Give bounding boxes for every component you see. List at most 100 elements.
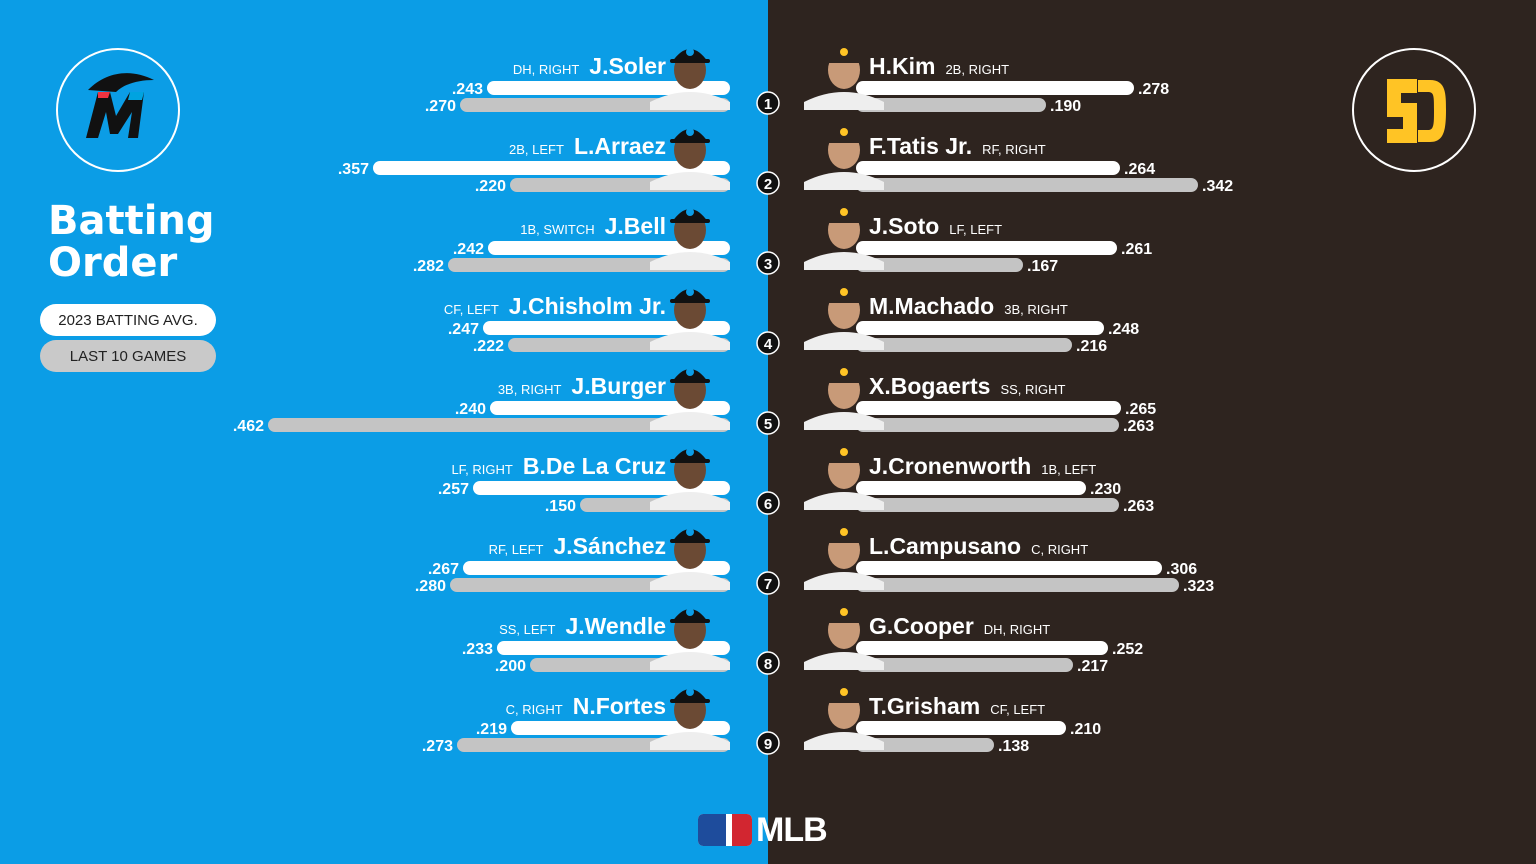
last10-bar xyxy=(856,498,1119,512)
season-avg-label: .230 xyxy=(1090,481,1121,498)
season-avg-bar xyxy=(483,321,730,335)
season-avg-bar xyxy=(856,401,1121,415)
season-avg-bar xyxy=(856,641,1108,655)
player-position: RF, RIGHT xyxy=(982,142,1046,157)
player-name: B.De La Cruz xyxy=(523,453,666,479)
player-headshot xyxy=(804,688,884,750)
season-avg-bar xyxy=(488,241,730,255)
last10-bar xyxy=(856,338,1072,352)
player-position: CF, LEFT xyxy=(990,702,1045,717)
season-avg-bar xyxy=(856,561,1162,575)
player-position: C, RIGHT xyxy=(506,702,563,717)
last10-label: .263 xyxy=(1123,498,1154,515)
player-name: N.Fortes xyxy=(573,693,666,719)
season-avg-label: .243 xyxy=(452,81,483,98)
player-headshot xyxy=(650,208,730,270)
player-name: J.Wendle xyxy=(565,613,666,639)
season-avg-label: .252 xyxy=(1112,641,1143,658)
season-avg-bar xyxy=(497,641,730,655)
player-name: L.Campusano xyxy=(869,533,1021,559)
season-avg-label: .261 xyxy=(1121,241,1152,258)
player-headshot xyxy=(804,288,884,350)
last10-label: .217 xyxy=(1077,658,1108,675)
player-headshot xyxy=(650,48,730,110)
season-avg-label: .267 xyxy=(428,561,459,578)
order-number-badge xyxy=(756,411,780,435)
order-number-badge xyxy=(756,331,780,355)
season-avg-label: .257 xyxy=(438,481,469,498)
season-avg-label: .210 xyxy=(1070,721,1101,738)
season-avg-bar xyxy=(511,721,730,735)
order-number-badge xyxy=(756,571,780,595)
last10-label: .138 xyxy=(998,738,1029,755)
player-headshot xyxy=(650,368,730,430)
season-avg-label: .240 xyxy=(455,401,486,418)
season-avg-bar xyxy=(487,81,730,95)
player-headshot xyxy=(650,448,730,510)
season-avg-label: .357 xyxy=(338,161,369,178)
mlb-wordmark: MLB xyxy=(756,810,828,849)
order-number: 2 xyxy=(764,176,772,193)
season-avg-label: .264 xyxy=(1124,161,1155,178)
last10-bar xyxy=(856,658,1073,672)
player-name: J.Sánchez xyxy=(554,533,667,559)
season-avg-bar xyxy=(856,241,1117,255)
marlins-m-icon xyxy=(86,73,154,138)
player-position: 3B, RIGHT xyxy=(498,382,562,397)
season-avg-bar xyxy=(856,161,1120,175)
last10-bar xyxy=(268,418,730,432)
order-number: 7 xyxy=(764,576,772,593)
last10-label: .220 xyxy=(475,178,506,195)
mlb-logo: MLB xyxy=(698,810,828,849)
player-headshot xyxy=(804,128,884,190)
padres-sd-icon xyxy=(1387,79,1446,143)
last10-bar xyxy=(856,98,1046,112)
player-name: G.Cooper xyxy=(869,613,974,639)
player-position: DH, RIGHT xyxy=(513,62,580,77)
marlins-logo xyxy=(56,48,180,172)
last10-bar xyxy=(856,258,1023,272)
player-name: J.Soto xyxy=(869,213,939,239)
player-headshot xyxy=(650,688,730,750)
last10-bar xyxy=(856,578,1179,592)
order-number: 3 xyxy=(764,256,772,273)
player-headshot xyxy=(804,608,884,670)
order-number-badge xyxy=(756,731,780,755)
player-name: J.Chisholm Jr. xyxy=(509,293,666,319)
legend-last-10-games: LAST 10 GAMES xyxy=(40,340,216,372)
player-position: 3B, RIGHT xyxy=(1004,302,1068,317)
order-number-badge xyxy=(756,651,780,675)
player-name: J.Burger xyxy=(571,373,666,399)
player-name: L.Arraez xyxy=(574,133,666,159)
season-avg-bar xyxy=(856,481,1086,495)
player-name: J.Cronenworth xyxy=(869,453,1031,479)
season-avg-label: .306 xyxy=(1166,561,1197,578)
last10-label: .282 xyxy=(413,258,444,275)
player-position: C, RIGHT xyxy=(1031,542,1088,557)
player-headshot xyxy=(650,528,730,590)
season-avg-label: .265 xyxy=(1125,401,1156,418)
season-avg-bar xyxy=(463,561,730,575)
order-number: 6 xyxy=(764,496,772,513)
player-name: J.Soler xyxy=(589,53,666,79)
player-position: LF, RIGHT xyxy=(451,462,512,477)
mlb-batter-icon xyxy=(698,814,752,846)
last10-label: .222 xyxy=(473,338,504,355)
player-headshot xyxy=(650,288,730,350)
last10-label: .167 xyxy=(1027,258,1058,275)
order-number: 8 xyxy=(764,656,772,673)
last10-label: .190 xyxy=(1050,98,1081,115)
last10-label: .280 xyxy=(415,578,446,595)
last10-bar xyxy=(856,418,1119,432)
legend-season-avg: 2023 BATTING AVG. xyxy=(40,304,216,336)
player-name: F.Tatis Jr. xyxy=(869,133,972,159)
last10-label: .263 xyxy=(1123,418,1154,435)
season-avg-label: .242 xyxy=(453,241,484,258)
player-headshot xyxy=(804,368,884,430)
player-headshot xyxy=(804,448,884,510)
order-number-badge xyxy=(756,491,780,515)
player-name: M.Machado xyxy=(869,293,994,319)
player-name: J.Bell xyxy=(605,213,666,239)
player-name: X.Bogaerts xyxy=(869,373,990,399)
